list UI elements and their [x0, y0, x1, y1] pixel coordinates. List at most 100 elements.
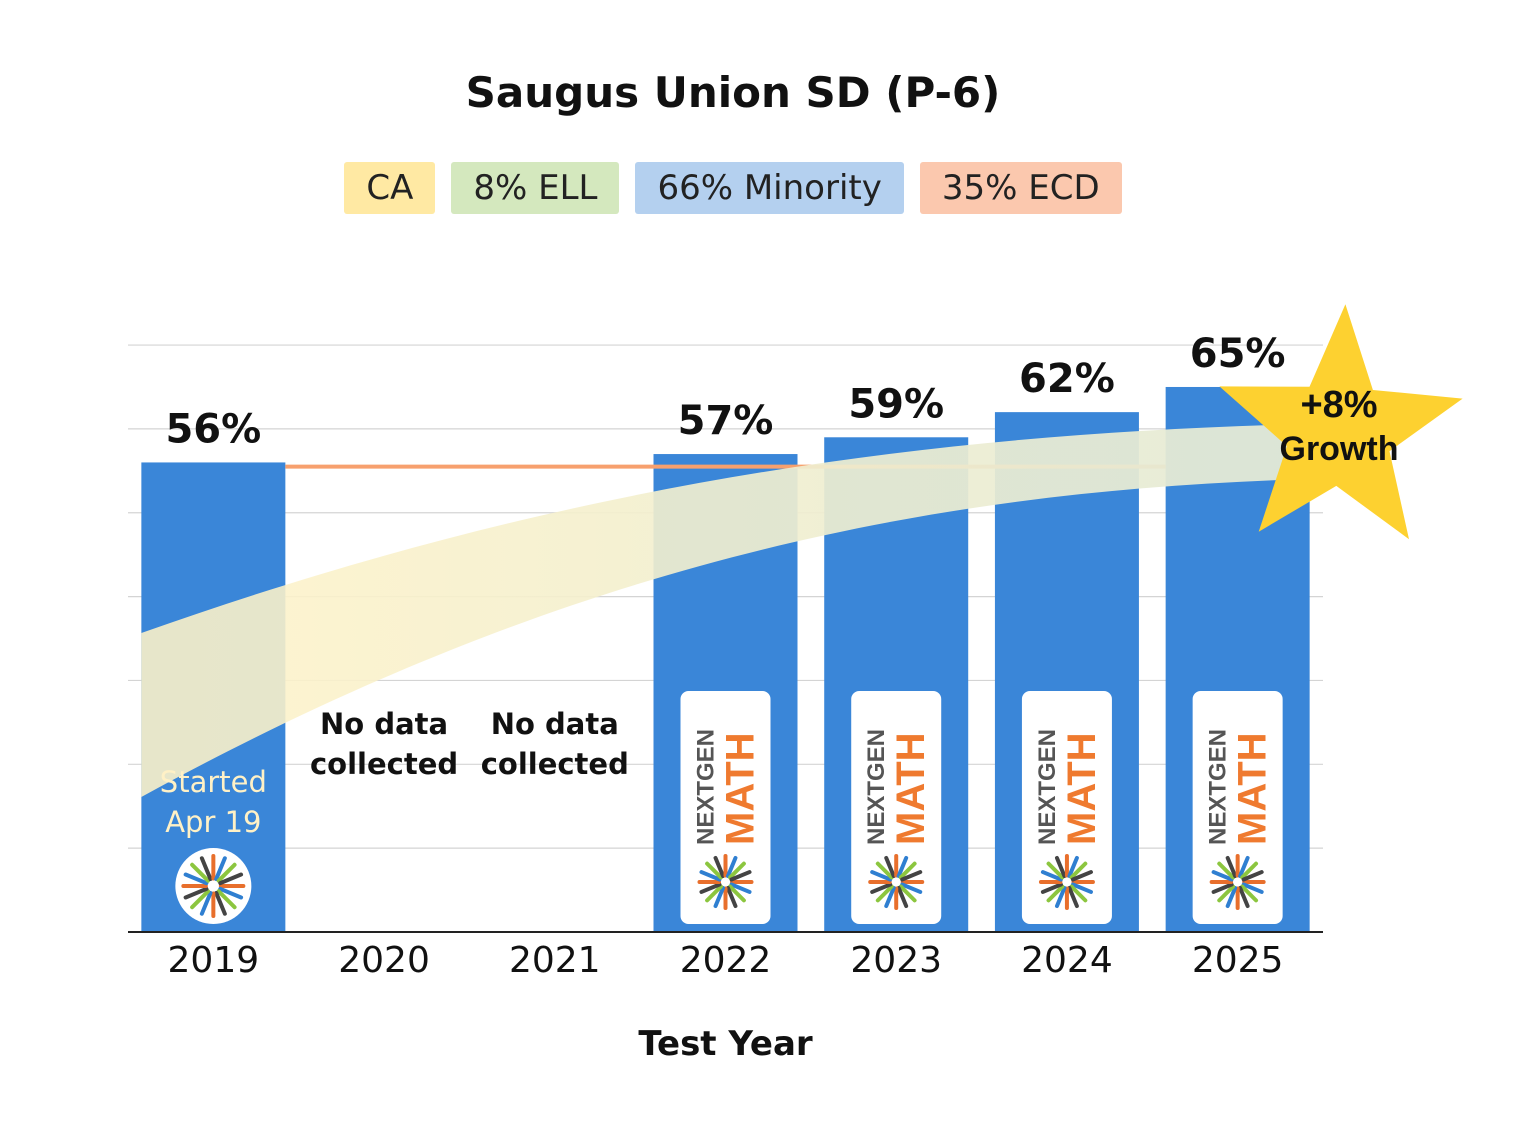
flower-petal [1067, 855, 1079, 878]
growth-value: +8% [1300, 384, 1377, 426]
flower-petal [900, 870, 923, 882]
flower-petal [190, 889, 211, 910]
flower-petal [1225, 886, 1238, 909]
flower-petal [898, 861, 917, 880]
flower-petal [884, 886, 896, 909]
labels: 56% 57% 59% 62% 65% No data collected No data co… [160, 331, 1286, 839]
flower-petal [183, 886, 209, 900]
no-data-label: collected [310, 747, 458, 781]
logo-card [851, 691, 942, 924]
flower-petal [199, 890, 213, 916]
x-tick-label: 2021 [509, 940, 601, 981]
flower-petal [898, 884, 917, 903]
flower-petal [699, 870, 722, 882]
growth-star: +8% Growth [1219, 304, 1463, 540]
no-data-label: No data [320, 707, 448, 741]
value-label: 57% [678, 398, 774, 444]
x-tick-label: 2025 [1192, 940, 1284, 981]
chart-title: Saugus Union SD (P-6) [465, 68, 1001, 117]
logo-flower-icon [1209, 854, 1266, 910]
flower-petal [729, 870, 752, 882]
badge-minority: 66% Minority [635, 162, 904, 214]
flower-petal [1046, 884, 1065, 903]
flower-petal [884, 855, 896, 878]
flower-petal [218, 886, 244, 900]
flower-petal [1241, 870, 1264, 882]
flower-petal [1067, 886, 1079, 909]
logos: NEXTGEN MATH NEXTGEN MATH NEXTGEN MATH NEXTGEN… [175, 691, 1283, 924]
flower-petal [1240, 861, 1259, 880]
flower-petal [1217, 884, 1236, 903]
value-label: 59% [848, 381, 944, 427]
logo-flower-icon [1038, 854, 1095, 910]
x-tick-label: 2023 [850, 940, 942, 981]
flower-petal [1240, 884, 1259, 903]
flower-petal [1211, 882, 1234, 894]
flower-petal [725, 886, 738, 909]
start-logo-flower-icon [181, 854, 246, 918]
logo-flower-icon [697, 854, 754, 910]
logo-text-math: MATH [1060, 732, 1104, 845]
nextgen-math-logo: NEXTGEN MATH [680, 691, 771, 924]
logo-card [1021, 691, 1112, 924]
logo-text-math: MATH [889, 732, 933, 845]
x-axis-title: Test Year [638, 1024, 813, 1064]
flower-petal [1238, 855, 1250, 878]
growth-band-shape [141, 423, 1350, 797]
star-icon [1219, 304, 1463, 540]
logo-text-nextgen: NEXTGEN [1205, 729, 1232, 845]
flower-petal [1070, 882, 1093, 894]
flower-petal [729, 882, 752, 894]
x-tick-label: 2022 [680, 940, 772, 981]
no-data-label: collected [481, 747, 629, 781]
logo-card [680, 691, 771, 924]
x-tick-label: 2019 [168, 940, 260, 981]
flower-petal [218, 872, 244, 886]
start-note: Started [160, 765, 267, 799]
flower-petal [1046, 861, 1065, 880]
value-label: 56% [165, 406, 261, 452]
flower-petal [1211, 870, 1234, 882]
logo-text-math: MATH [1231, 732, 1275, 845]
flower-petal [214, 890, 227, 916]
flower-petal [896, 855, 909, 878]
logo-card [1192, 691, 1283, 924]
flower-petal [216, 862, 237, 883]
flower-petal [1069, 884, 1088, 903]
flower-petal [705, 884, 723, 903]
flower-petal [1070, 870, 1093, 882]
logo-text-nextgen: NEXTGEN [863, 729, 890, 845]
flower-petal [725, 855, 738, 878]
value-label: 62% [1019, 356, 1115, 402]
flower-petal [870, 870, 893, 882]
flower-petal [214, 856, 227, 882]
start-note: Apr 19 [165, 805, 261, 839]
nextgen-math-logo: NEXTGEN MATH [1021, 691, 1112, 924]
flower-petal [705, 861, 723, 880]
nextgen-math-logo: NEXTGEN MATH [851, 691, 942, 924]
flower-petal [713, 886, 726, 909]
growth-band [141, 423, 1350, 797]
no-data-label: No data [491, 707, 619, 741]
logo-flower-icon [868, 854, 925, 910]
flower-petal [1225, 855, 1238, 878]
flower-petal [713, 855, 726, 878]
logo-text-nextgen: NEXTGEN [1034, 729, 1061, 845]
flower-petal [1054, 886, 1067, 909]
flower-petal [1241, 882, 1264, 894]
flower-petal [728, 884, 746, 903]
flower-petal [190, 862, 211, 883]
flower-petal [1040, 870, 1063, 882]
flower-petal [875, 884, 894, 903]
flower-petal [1054, 855, 1067, 878]
flower-petal [900, 882, 923, 894]
growth-label: Growth [1280, 430, 1399, 468]
value-label: 65% [1190, 331, 1286, 377]
legend-badges: CA 8% ELL 66% Minority 35% ECD [0, 162, 1466, 214]
flower-petal [875, 861, 894, 880]
flower-petal [216, 889, 237, 910]
axes: 2019 2020 2021 2022 2023 2024 2025 Test Year [128, 931, 1323, 1064]
logo-text-math: MATH [719, 732, 763, 845]
flower-petal [1217, 861, 1236, 880]
